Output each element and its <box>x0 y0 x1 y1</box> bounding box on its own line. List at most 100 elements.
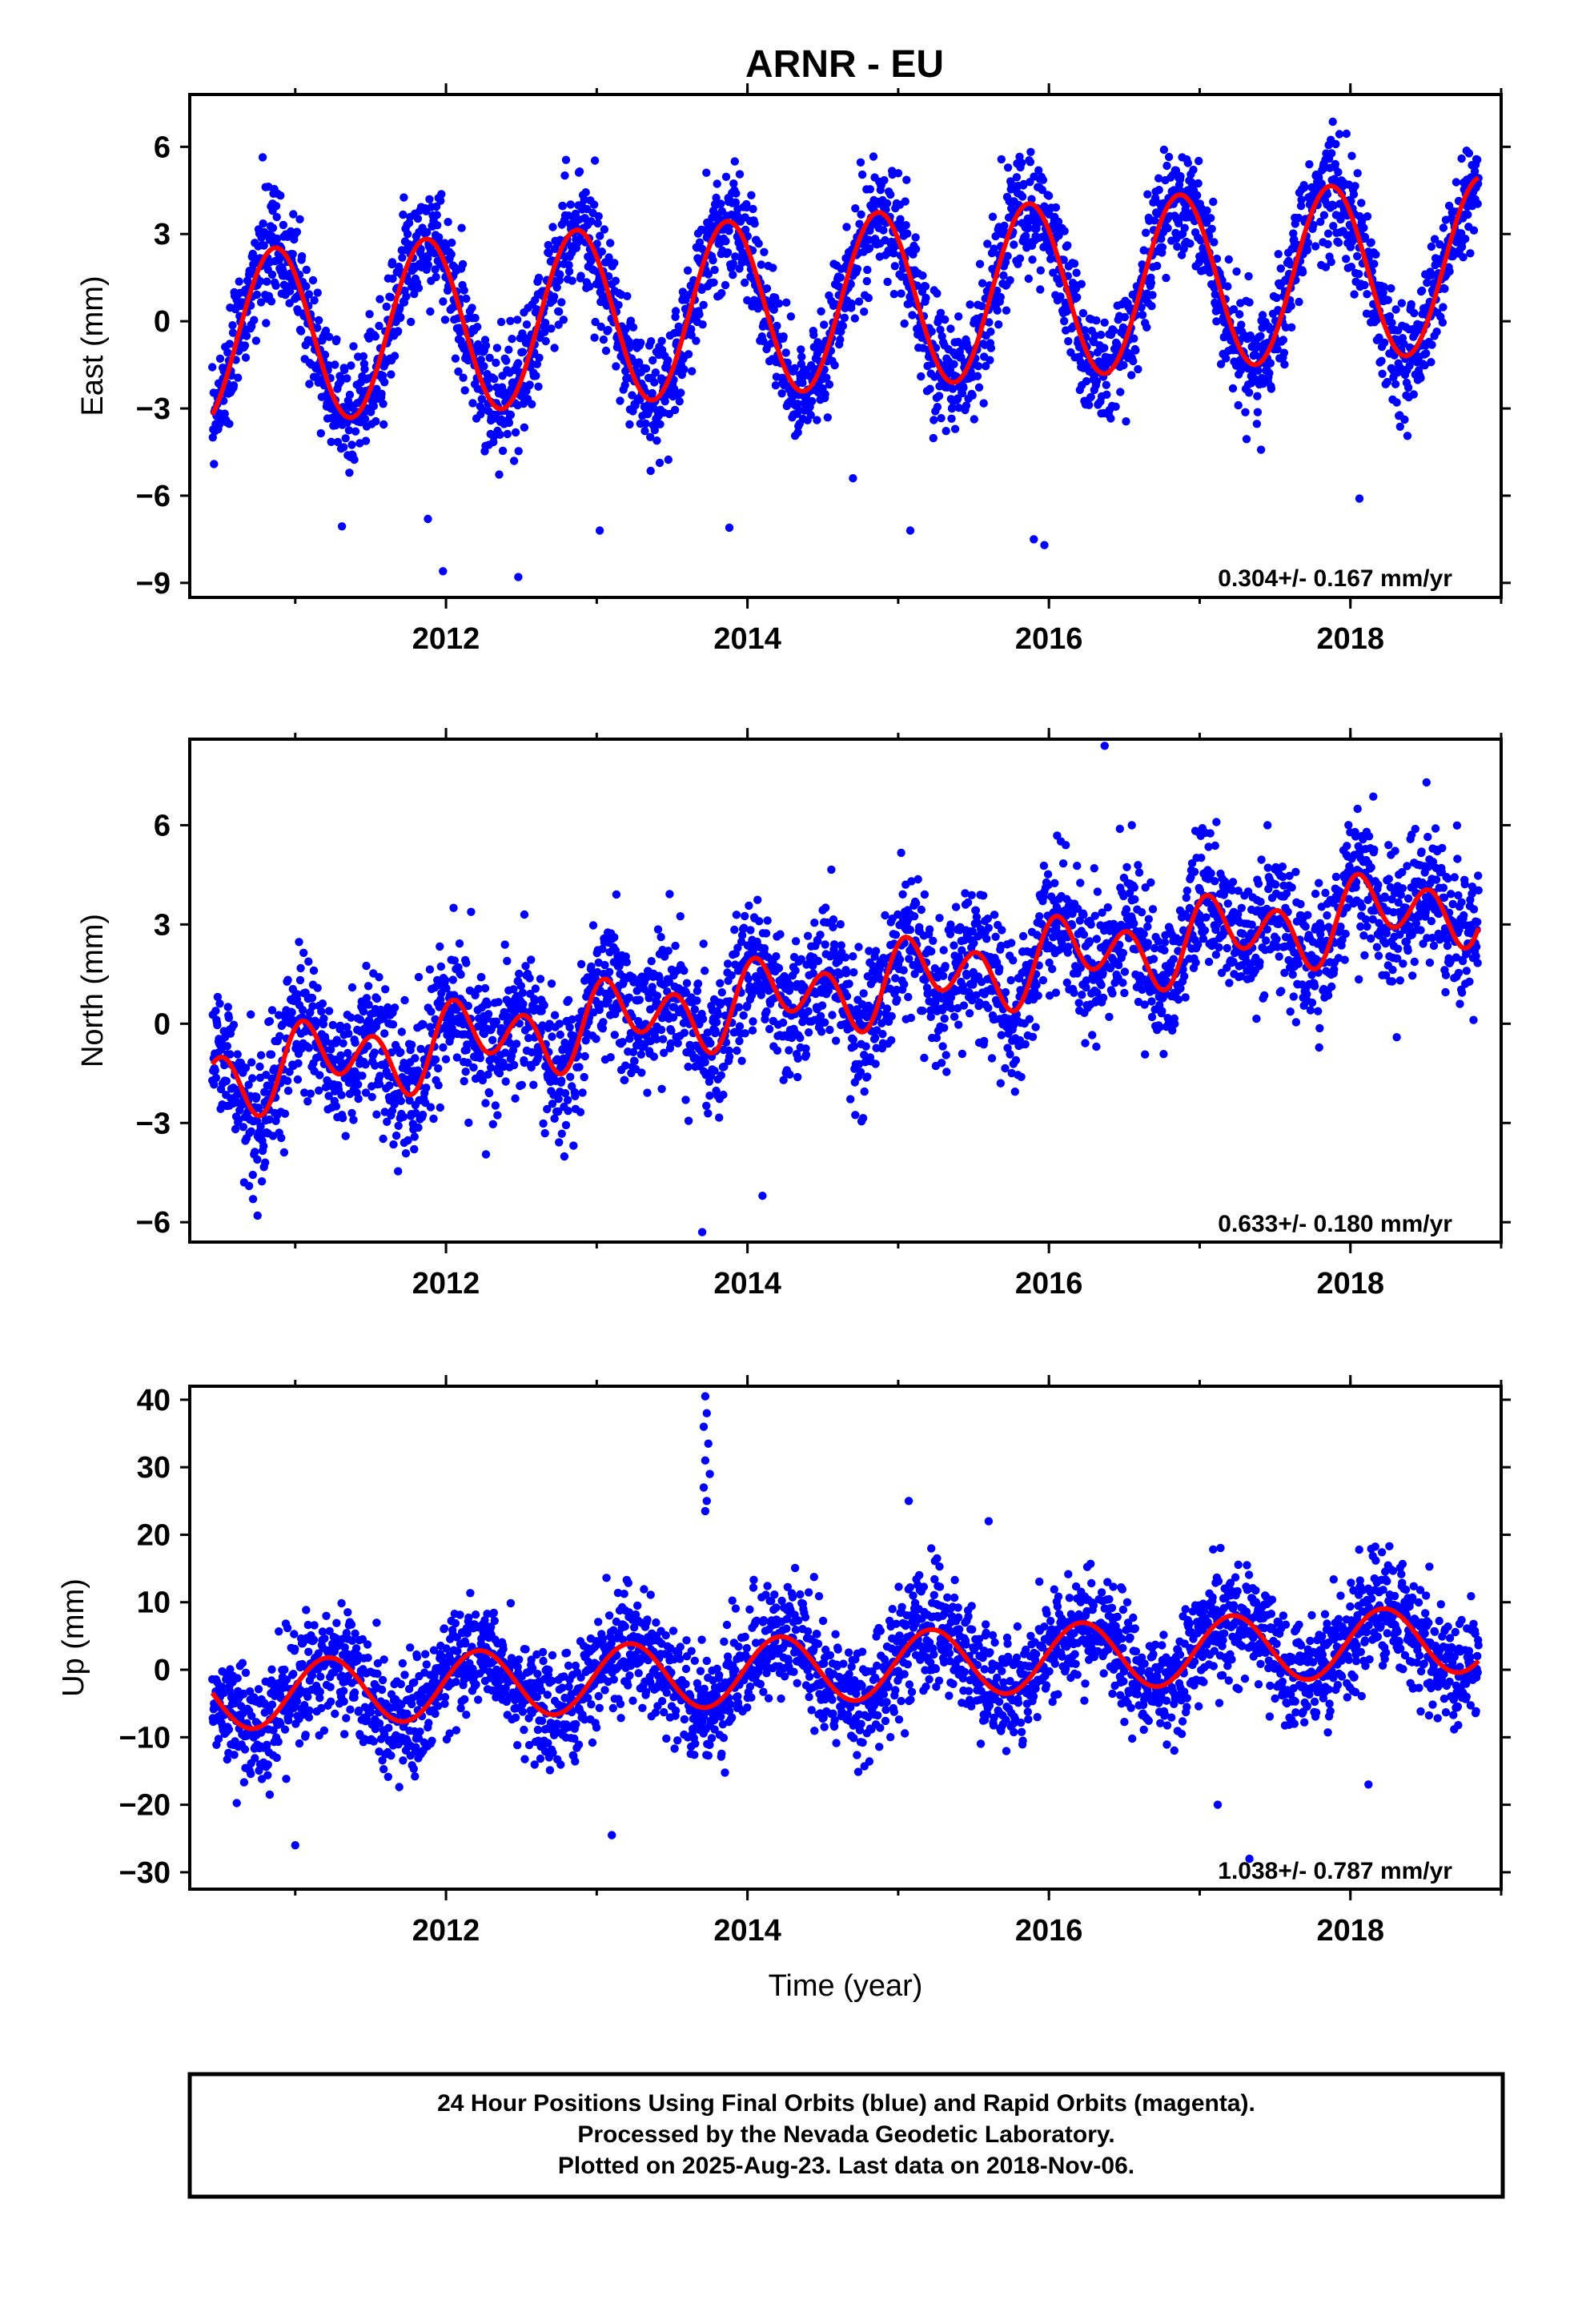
north-data-point <box>488 1035 497 1045</box>
north-data-point <box>737 1056 746 1065</box>
north-data-point <box>215 999 224 1008</box>
north-data-point <box>548 1032 556 1041</box>
north-data-point <box>657 1084 666 1094</box>
east-x-tick-label: 2018 <box>1316 622 1384 656</box>
north-data-point <box>429 1114 438 1124</box>
east-data-point <box>492 344 502 352</box>
north-data-point <box>652 991 662 1000</box>
east-data-point <box>1378 369 1387 378</box>
north-data-point <box>829 940 839 949</box>
north-data-point <box>422 1084 431 1092</box>
east-data-point <box>741 225 750 235</box>
east-data-point <box>1327 149 1336 158</box>
north-data-point <box>671 941 680 951</box>
east-data-point <box>273 234 282 243</box>
north-data-point <box>408 1040 416 1049</box>
east-data-point <box>439 297 448 306</box>
east-data-point <box>1427 358 1435 367</box>
north-data-point <box>920 890 930 899</box>
north-data-point <box>920 1053 929 1063</box>
north-data-point <box>493 1111 502 1120</box>
north-data-point <box>211 1066 219 1075</box>
east-data-point <box>636 338 645 348</box>
north-data-point <box>580 1051 589 1061</box>
north-data-point <box>519 999 528 1009</box>
east-data-point <box>921 293 930 303</box>
east-data-point <box>1012 173 1022 182</box>
east-data-point <box>729 259 737 268</box>
north-data-point <box>604 967 614 977</box>
north-data-point <box>253 1155 262 1164</box>
north-data-point <box>456 970 465 979</box>
east-data-point <box>1070 259 1079 268</box>
east-data-point <box>255 277 265 286</box>
east-data-point <box>864 293 873 303</box>
east-data-point <box>375 321 383 331</box>
east-data-point <box>560 171 569 180</box>
east-data-point <box>258 153 267 162</box>
east-data-point <box>853 264 862 273</box>
east-data-point <box>247 322 256 331</box>
north-data-point <box>785 1070 794 1080</box>
east-data-point <box>1158 243 1167 251</box>
east-data-point <box>731 198 741 207</box>
east-data-point <box>1026 158 1035 167</box>
north-data-point <box>630 1056 639 1066</box>
east-data-point <box>692 336 701 345</box>
north-data-point <box>937 1059 946 1068</box>
north-data-point <box>755 917 764 926</box>
east-data-point <box>304 290 314 299</box>
east-data-point <box>267 270 277 279</box>
north-data-point <box>900 979 909 989</box>
east-data-point <box>558 202 568 211</box>
east-data-point <box>378 371 387 380</box>
east-data-point <box>496 317 506 327</box>
east-data-point <box>380 378 389 387</box>
east-data-point <box>641 419 650 428</box>
east-data-point <box>432 211 441 219</box>
north-data-point <box>906 1013 916 1023</box>
north-data-point <box>233 1050 242 1059</box>
east-data-point <box>717 288 726 298</box>
east-data-point <box>1407 300 1415 309</box>
north-data-point <box>735 1036 744 1046</box>
east-data-point <box>975 259 985 268</box>
east-data-point <box>1305 160 1314 169</box>
east-data-point <box>534 382 543 391</box>
east-data-point <box>548 223 557 231</box>
east-data-point <box>670 405 680 415</box>
east-data-point <box>850 314 860 323</box>
north-data-point <box>637 1068 646 1077</box>
east-data-point <box>414 283 424 292</box>
east-data-point <box>387 258 397 267</box>
east-data-point <box>762 284 772 293</box>
east-data-point <box>695 310 704 319</box>
north-data-point <box>649 1052 658 1061</box>
north-data-point <box>684 1116 693 1125</box>
north-data-point <box>612 890 621 899</box>
north-data-point <box>732 911 741 919</box>
east-data-point <box>587 217 596 226</box>
east-data-point <box>933 289 942 298</box>
east-data-point <box>721 237 730 246</box>
north-data-point <box>575 1063 584 1072</box>
east-data-point <box>310 296 319 305</box>
east-data-point <box>564 267 574 276</box>
north-data-point <box>426 1103 436 1112</box>
east-data-point <box>695 238 705 247</box>
east-data-point <box>424 260 432 269</box>
north-data-point <box>427 1007 436 1016</box>
north-data-point <box>841 969 851 978</box>
east-data-point <box>942 427 950 436</box>
east-data-point <box>324 361 333 370</box>
east-data-point <box>830 360 839 370</box>
east-data-point <box>296 327 306 336</box>
east-data-point <box>382 302 391 312</box>
east-data-point <box>723 248 733 257</box>
east-data-point <box>360 414 370 424</box>
east-data-point <box>774 299 784 308</box>
north-data-point <box>229 1020 239 1029</box>
east-data-point <box>921 282 930 291</box>
east-data-point <box>625 420 634 429</box>
east-data-point <box>509 456 519 465</box>
